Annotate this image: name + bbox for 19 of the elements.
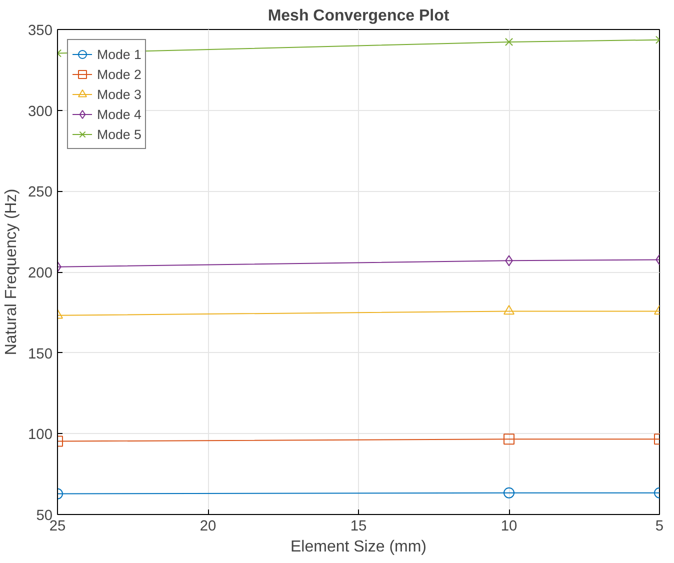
x-tick-label: 15 — [350, 518, 367, 534]
legend-label: Mode 3 — [97, 86, 142, 102]
legend-label: Mode 2 — [97, 66, 142, 82]
x-axis-title: Element Size (mm) — [290, 538, 427, 556]
y-tick-label: 100 — [28, 427, 53, 444]
y-axis-title: Natural Frequency (Hz) — [3, 188, 20, 356]
x-tick-label: 20 — [200, 518, 216, 534]
y-tick-label: 200 — [28, 266, 53, 282]
legend-label: Mode 4 — [97, 106, 142, 122]
x-tick-label: 10 — [500, 518, 518, 534]
chart-title: Mesh Convergence Plot — [268, 8, 450, 24]
y-tick-label: 300 — [28, 104, 53, 120]
x-tick-label: 25 — [49, 518, 66, 534]
legend-label: Mode 5 — [97, 126, 142, 142]
x-tick-label: 5 — [655, 518, 664, 534]
legend-label: Mode 1 — [97, 46, 142, 62]
y-tick-label: 150 — [28, 346, 53, 362]
y-tick-label: 350 — [28, 23, 53, 39]
y-tick-label: 250 — [28, 184, 53, 201]
